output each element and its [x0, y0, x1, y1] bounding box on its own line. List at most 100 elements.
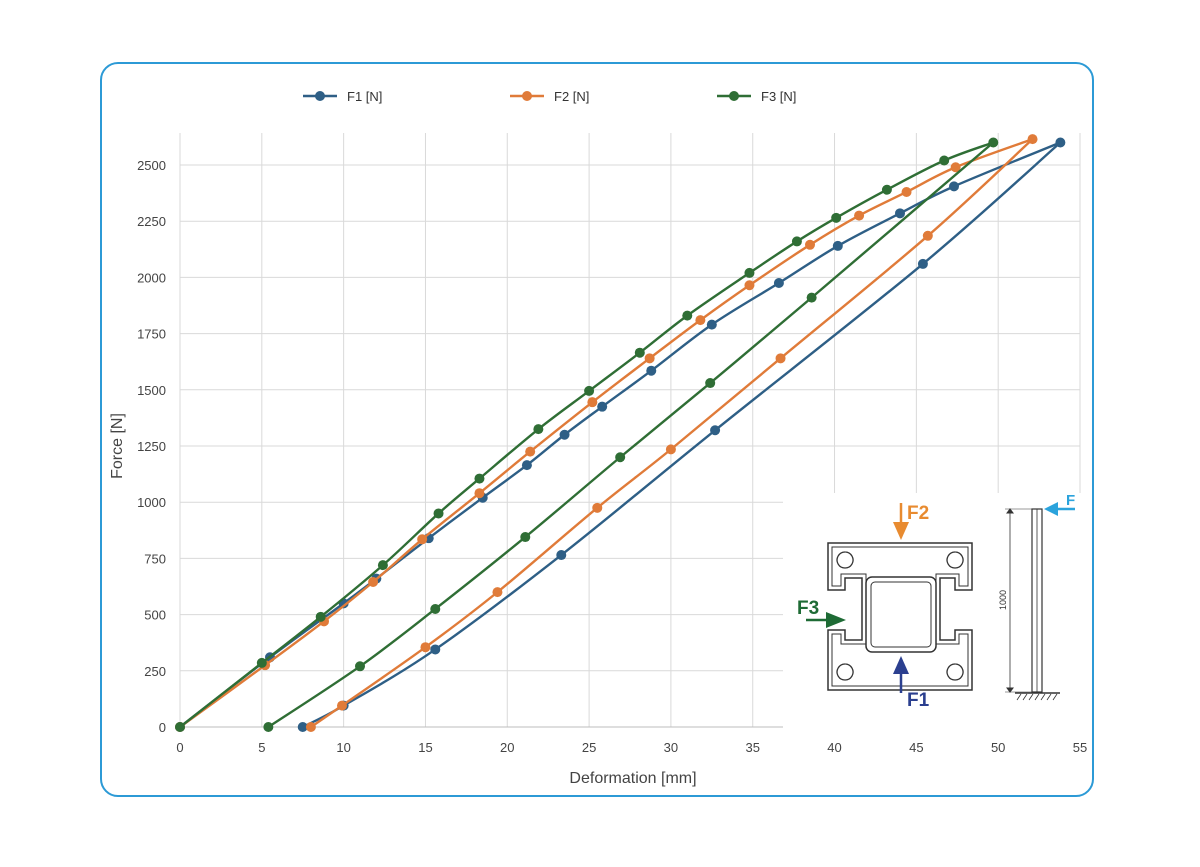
series-1-point	[521, 460, 532, 471]
profile-diagram: F2 F3 F1 1000 F	[783, 492, 1083, 728]
series-3-point	[806, 292, 817, 303]
x-tick-label: 10	[336, 740, 350, 755]
series-3-point	[744, 267, 755, 278]
series-1-point	[297, 722, 308, 732]
f2-label: F2	[907, 503, 929, 524]
series-3-point	[533, 424, 544, 435]
series-3-point	[939, 155, 950, 166]
series-3-point	[520, 532, 531, 543]
series-2-point	[417, 534, 428, 545]
series-group	[175, 134, 1066, 732]
series-2-unloading-line	[310, 138, 1034, 728]
x-tick-label: 55	[1073, 740, 1087, 755]
series-1-point	[430, 644, 441, 655]
y-tick-label: 750	[144, 551, 166, 566]
series-2-loading-line	[179, 138, 1033, 728]
series-3-point	[263, 722, 274, 732]
legend: F1 [N] F2 [N] F3 [N]	[303, 89, 796, 104]
series-2-point	[337, 700, 347, 711]
series-3-point	[315, 611, 326, 622]
series-3-point	[705, 378, 716, 389]
series-1-point	[895, 208, 905, 219]
aluminium-profile-icon	[827, 542, 973, 691]
legend-label: F1 [N]	[347, 89, 382, 104]
series-1-point	[559, 429, 570, 440]
y-tick-label: 1250	[137, 439, 166, 454]
series-1-point	[773, 278, 784, 289]
column-icon	[1005, 508, 1060, 701]
series-2-point	[420, 642, 431, 653]
x-tick-label: 30	[664, 740, 678, 755]
series-2-point	[950, 162, 961, 173]
series-3-point	[988, 137, 999, 148]
y-axis-ticks: 0 250 500 750 1000 1250 1500 1750 2000 2250 2500	[137, 158, 166, 735]
legend-label: F3 [N]	[761, 89, 796, 104]
series-3-point	[634, 347, 645, 358]
series-2-point	[587, 397, 598, 408]
series-1-point	[556, 550, 567, 561]
x-tick-label: 20	[500, 740, 514, 755]
series-3-unloading-line	[267, 141, 995, 729]
series-1	[175, 137, 1066, 732]
series-2-point	[305, 722, 316, 732]
series-3-point	[377, 560, 388, 571]
x-tick-label: 5	[258, 740, 265, 755]
y-tick-label: 2000	[137, 270, 166, 285]
series-1-point	[1055, 137, 1066, 148]
series-1-point	[832, 240, 843, 251]
series-2-point	[492, 587, 503, 598]
series-1-loading-line	[179, 141, 1061, 728]
y-tick-label: 2500	[137, 158, 166, 173]
y-tick-label: 0	[159, 720, 166, 735]
series-2-point	[592, 502, 603, 513]
series-2-point	[775, 353, 786, 364]
x-tick-label: 50	[991, 740, 1005, 755]
f-label: F	[1066, 492, 1075, 509]
series-1-point	[597, 401, 608, 412]
y-tick-label: 1500	[137, 383, 166, 398]
x-tick-label: 0	[176, 740, 183, 755]
y-tick-label: 500	[144, 608, 166, 623]
series-1-point	[710, 425, 721, 436]
series-2-point	[854, 210, 865, 221]
series-2-point	[901, 186, 912, 197]
f1-label: F1	[907, 690, 930, 711]
legend-swatch-marker	[729, 91, 739, 101]
series-2-point	[525, 446, 536, 457]
x-tick-label: 35	[745, 740, 759, 755]
length-label: 1000	[998, 590, 1008, 610]
series-3-point	[430, 603, 441, 614]
series-3-point	[584, 385, 595, 396]
series-1-point	[706, 319, 717, 330]
series-1-point	[646, 365, 657, 376]
series-3-point	[831, 212, 842, 223]
y-axis-title: Force [N]	[109, 413, 126, 479]
y-tick-label: 2250	[137, 214, 166, 229]
series-2-point	[805, 239, 815, 250]
chart-frame	[100, 62, 1094, 797]
series-3-point	[433, 508, 444, 519]
series-3-point	[881, 184, 892, 195]
series-2-point	[922, 230, 933, 241]
series-2	[175, 134, 1038, 732]
y-tick-label: 1000	[137, 495, 166, 510]
series-2-point	[474, 488, 485, 499]
series-3-loading-line	[179, 141, 994, 728]
f3-label: F3	[797, 598, 819, 619]
x-axis-ticks: 0 5 10 15 20 25 30 35 40 45 50 55	[176, 740, 1087, 755]
y-tick-label: 250	[144, 664, 166, 679]
series-3-point	[682, 310, 693, 321]
series-1-point	[949, 181, 959, 192]
series-2-point	[665, 444, 676, 455]
x-tick-label: 40	[827, 740, 841, 755]
series-2-point	[1027, 134, 1038, 145]
series-2-point	[644, 353, 655, 364]
legend-swatch-marker	[315, 91, 325, 101]
series-3-point	[791, 236, 802, 247]
series-2-point	[695, 315, 706, 326]
series-2-point	[368, 577, 379, 588]
legend-label: F2 [N]	[554, 89, 589, 104]
series-3-point	[175, 722, 185, 732]
series-3-point	[256, 657, 267, 668]
